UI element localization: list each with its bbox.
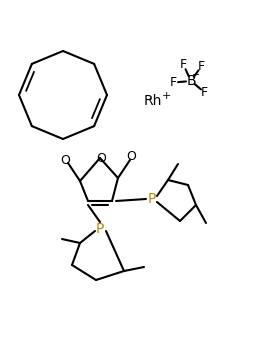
Text: F: F (201, 86, 208, 99)
Text: Rh: Rh (144, 94, 162, 108)
Text: O: O (126, 150, 136, 163)
Text: +: + (161, 91, 171, 101)
Text: P: P (148, 192, 156, 206)
Text: O: O (96, 151, 106, 164)
Text: F: F (170, 76, 177, 89)
Text: −: − (192, 70, 200, 80)
Text: O: O (60, 154, 70, 167)
Text: P: P (96, 222, 104, 236)
Text: B: B (186, 74, 196, 88)
Text: F: F (198, 60, 205, 73)
Text: F: F (180, 58, 187, 71)
